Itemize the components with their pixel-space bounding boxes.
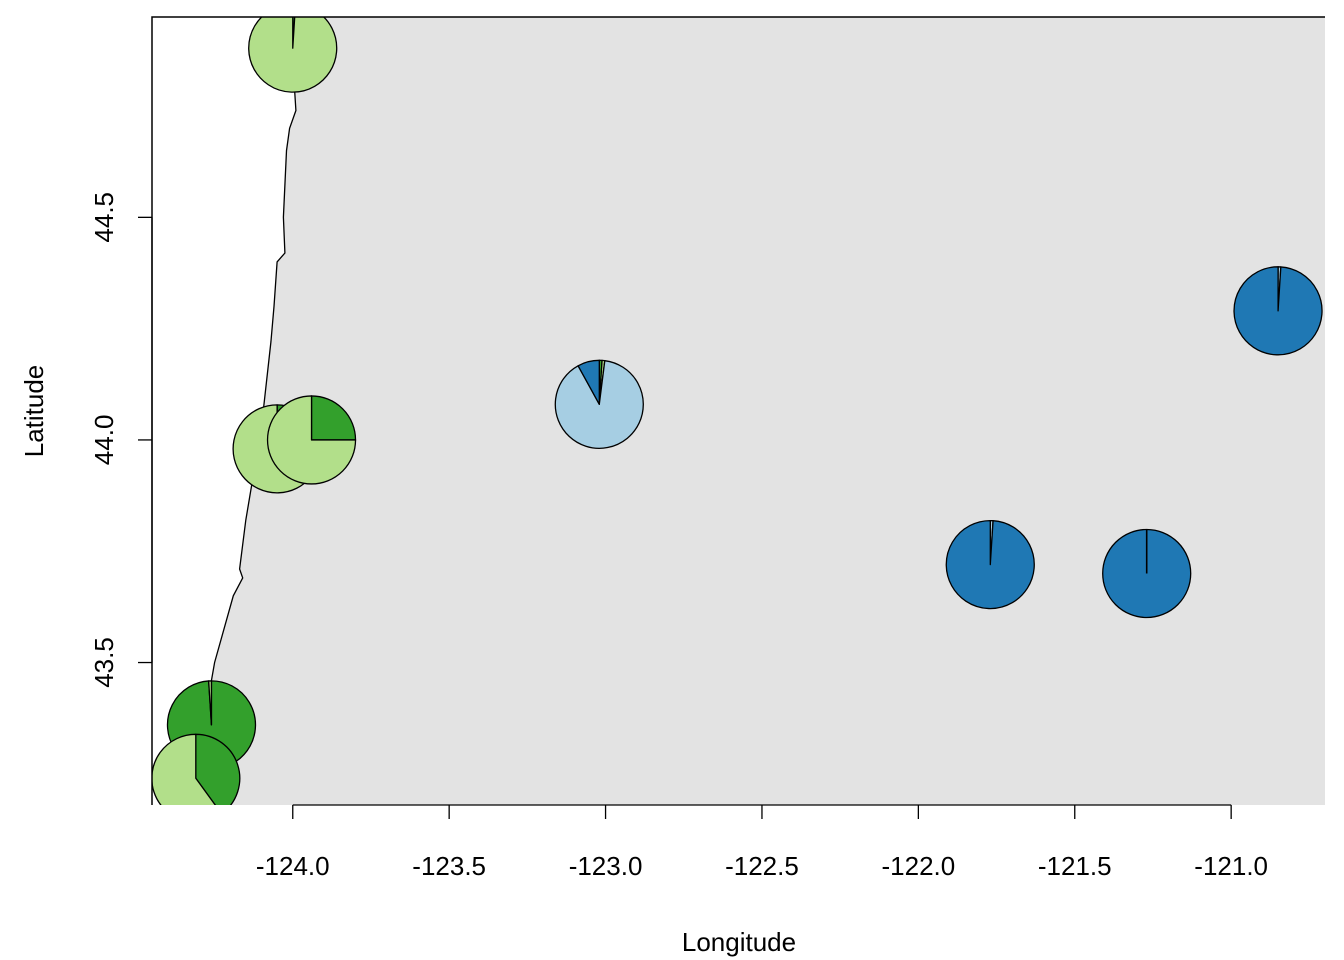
x-axis-title: Longitude — [682, 927, 796, 957]
pie-marker — [248, 17, 338, 93]
pie-slice — [577, 359, 600, 405]
x-tick-label: -122.5 — [725, 851, 799, 881]
pie-slice — [248, 17, 338, 93]
pie-marker — [152, 733, 241, 805]
y-tick-label: 44.5 — [89, 192, 119, 243]
x-tick-label: -123.0 — [569, 851, 643, 881]
y-axis: 43.5 44.0 44.5 — [89, 192, 153, 688]
pie-slice — [1233, 266, 1323, 356]
pie-slice — [310, 395, 357, 441]
x-tick-label: -123.5 — [412, 851, 486, 881]
pie-marker — [945, 519, 1035, 610]
y-tick-label: 43.5 — [89, 637, 119, 688]
x-axis: -124.0 -123.5 -123.0 -122.5 -122.0 -121.5 -121… — [256, 804, 1268, 881]
pie-slice — [152, 733, 217, 805]
pie-slice — [208, 680, 213, 726]
x-tick-label: -124.0 — [256, 851, 330, 881]
pie-marker — [266, 395, 357, 485]
pie-markers — [152, 17, 1323, 805]
pie-marker — [1102, 528, 1192, 619]
pie-slice — [195, 733, 241, 805]
x-tick-label: -122.0 — [881, 851, 955, 881]
pie-marker — [1233, 266, 1323, 356]
x-tick-label: -121.5 — [1038, 851, 1112, 881]
pie-marker — [554, 359, 644, 449]
pie-slice — [266, 395, 357, 485]
land-polygon — [172, 17, 1325, 805]
y-axis-title: Latitude — [19, 365, 49, 458]
plot-area — [152, 17, 1325, 805]
pie-slice — [945, 519, 1035, 610]
x-tick-label: -121.0 — [1194, 851, 1268, 881]
y-tick-label: 44.0 — [89, 415, 119, 466]
